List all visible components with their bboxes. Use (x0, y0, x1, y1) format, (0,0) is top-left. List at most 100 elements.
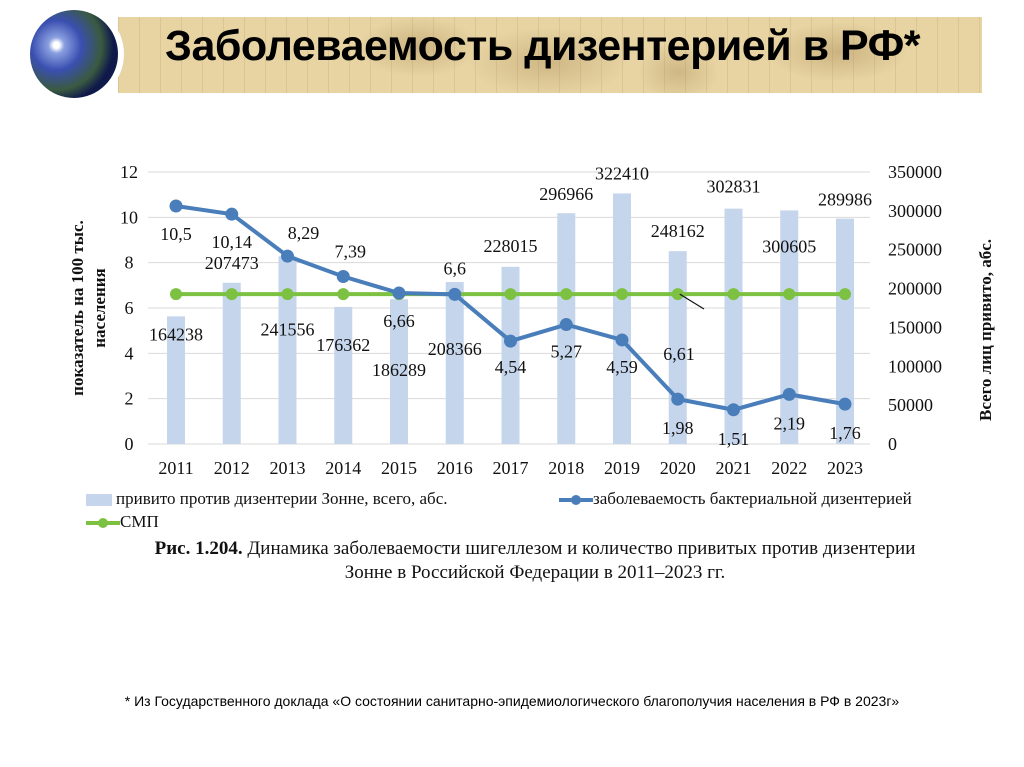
bar (836, 218, 854, 444)
x-tick-label: 2021 (716, 458, 752, 478)
y-tick-left: 8 (125, 253, 134, 273)
y-axis-title-left-line2: населения (90, 268, 109, 347)
bar-data-label: 322410 (595, 163, 649, 183)
smp-label-leader (679, 293, 705, 310)
incidence-point (727, 403, 740, 417)
bar-data-label: 248162 (651, 221, 705, 241)
incidence-data-label: 1,76 (829, 423, 861, 443)
bar (724, 208, 743, 444)
y-tick-right: 50000 (888, 395, 933, 415)
bar-data-label: 241556 (261, 319, 315, 339)
incidence-data-label: 4,59 (606, 357, 638, 377)
incidence-point (782, 387, 796, 401)
y-tick-right: 250000 (888, 240, 942, 260)
legend-label-vaccinated: привито против дизентерии Зонне, всего, … (116, 489, 448, 508)
y-tick-left: 0 (125, 434, 134, 454)
y-tick-left: 4 (125, 343, 134, 363)
bar (390, 299, 408, 444)
incidence-data-label: 2,19 (774, 413, 806, 433)
y-tick-left: 2 (125, 389, 134, 409)
incidence-data-label: 7,39 (335, 241, 367, 261)
legend-swatch-incidence-icon (559, 495, 593, 506)
title-banner (118, 17, 982, 93)
smp-point (783, 288, 796, 301)
incidence-point (336, 269, 350, 283)
incidence-point (392, 286, 406, 300)
x-tick-label: 2015 (381, 458, 417, 478)
smp-point (560, 288, 573, 301)
incidence-data-label: 6,6 (444, 258, 467, 278)
caption-line-1: Динамика заболеваемости шигеллезом и кол… (242, 538, 916, 559)
incidence-data-label: 8,29 (288, 223, 320, 243)
incidence-point (559, 318, 573, 332)
y-tick-right: 200000 (888, 279, 942, 299)
legend-item-vaccinated: привито против дизентерии Зонне, всего, … (86, 489, 448, 509)
bar (222, 282, 241, 444)
bar (780, 210, 799, 444)
bar-data-label: 289986 (818, 190, 872, 210)
bar (445, 282, 464, 444)
x-tick-label: 2019 (604, 458, 640, 478)
incidence-data-label: 1,51 (718, 429, 750, 449)
x-tick-label: 2016 (437, 458, 473, 478)
y-tick-right: 100000 (888, 356, 942, 376)
y-tick-left: 10 (120, 207, 138, 227)
incidence-data-label: 10,14 (212, 232, 253, 252)
smp-point (337, 288, 350, 301)
incidence-data-label: 10,5 (160, 224, 192, 244)
y-tick-right: 150000 (888, 317, 942, 337)
bar (278, 256, 297, 444)
incidence-point (838, 397, 852, 411)
globe-logo (30, 10, 118, 98)
y-tick-right: 350000 (888, 162, 942, 182)
x-tick-label: 2023 (827, 458, 863, 478)
incidence-data-label: 5,27 (551, 342, 583, 362)
x-tick-label: 2013 (270, 458, 306, 478)
x-tick-label: 2011 (158, 458, 193, 478)
smp-data-label: 6,61 (663, 344, 695, 364)
x-tick-label: 2014 (325, 458, 361, 478)
bar (613, 193, 631, 444)
smp-point (616, 288, 628, 301)
bar (334, 306, 353, 444)
legend-item-incidence: заболеваемость бактериальной дизентерией (559, 489, 912, 509)
x-tick-label: 2018 (548, 458, 584, 478)
figure-caption: Рис. 1.204. Динамика заболеваемости шиге… (60, 538, 1010, 560)
incidence-data-label: 1,98 (662, 418, 694, 438)
y-tick-left: 6 (125, 298, 134, 318)
legend-item-smp: СМП (86, 512, 159, 532)
x-tick-label: 2020 (660, 458, 696, 478)
legend-swatch-bar (86, 494, 112, 507)
smp-point (727, 288, 740, 301)
x-tick-label: 2012 (214, 458, 250, 478)
legend-label-incidence: заболеваемость бактериальной дизентерией (593, 489, 912, 508)
bar (167, 316, 185, 444)
smp-point (504, 288, 517, 301)
incidence-point (281, 249, 294, 263)
bar-data-label: 228015 (484, 236, 538, 256)
bar-data-label: 300605 (762, 236, 816, 256)
bar-data-label: 296966 (539, 184, 593, 204)
bar-data-label: 164238 (149, 324, 203, 344)
footnote: * Из Государственного доклада «О состоян… (124, 693, 900, 709)
caption-number: Рис. 1.204. (154, 538, 243, 559)
bar-data-label: 208366 (428, 339, 482, 359)
y-axis-title-left-line1: показатель на 100 тыс. (68, 220, 87, 396)
legend-label-smp: СМП (120, 512, 159, 531)
bar (501, 266, 520, 444)
incidence-point (169, 199, 183, 213)
legend-swatch-smp-icon (86, 518, 120, 529)
bar-data-label: 302831 (707, 177, 761, 197)
x-tick-label: 2022 (771, 458, 807, 478)
incidence-point (504, 334, 517, 348)
smp-point (281, 288, 294, 301)
smp-point (170, 288, 182, 301)
incidence-point (225, 207, 239, 221)
incidence-data-label: 4,54 (495, 357, 527, 377)
x-tick-label: 2017 (493, 458, 529, 478)
smp-point (671, 288, 684, 301)
caption-line-2: Зонне в Российской Федерации в 2011–2023… (344, 562, 726, 583)
smp-point (839, 288, 851, 301)
y-axis-title-right: Всего лиц привито, абс. (976, 239, 995, 421)
